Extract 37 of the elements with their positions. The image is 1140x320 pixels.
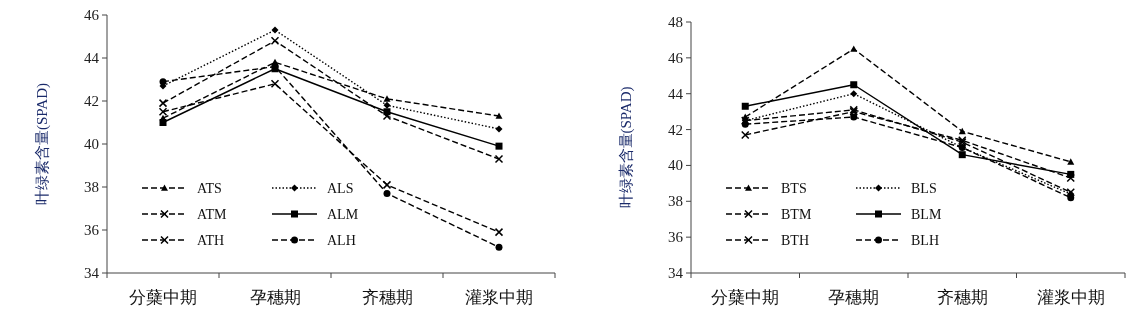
y-axis-title: 叶绿素含量(SPAD)	[618, 86, 635, 209]
legend-label: BTM	[781, 207, 812, 222]
x-tick-label: 孕穗期	[249, 288, 301, 307]
x-tick-label: 齐穗期	[361, 288, 413, 307]
legend-label: ALH	[327, 233, 356, 248]
y-tick-label: 36	[84, 222, 100, 238]
y-tick-label: 38	[668, 193, 683, 210]
legend-label: ATH	[197, 233, 225, 248]
y-tick-label: 38	[84, 179, 99, 195]
legend-label: BLS	[911, 181, 937, 196]
legend-label: ATM	[197, 207, 228, 222]
legend-label: BTH	[781, 233, 809, 248]
x-tick-label: 灌浆中期	[1036, 288, 1105, 307]
y-tick-label: 36	[668, 229, 684, 246]
legend-label: BLH	[911, 233, 939, 248]
y-tick-label: 48	[668, 14, 683, 30]
y-tick-label: 44	[84, 50, 100, 66]
legend-label: ALM	[327, 207, 359, 222]
legend-label: BTS	[781, 181, 807, 196]
y-tick-label: 34	[84, 265, 100, 281]
x-tick-label: 灌浆中期	[465, 288, 533, 307]
x-tick-label: 分蘖中期	[129, 288, 197, 307]
y-tick-label: 42	[668, 121, 683, 138]
y-tick-label: 42	[84, 93, 99, 109]
y-tick-label: 40	[668, 157, 683, 174]
y-tick-label: 40	[84, 136, 99, 152]
legend-label: BLM	[911, 207, 942, 222]
x-tick-label: 分蘖中期	[711, 288, 780, 307]
x-tick-label: 孕穗期	[828, 288, 880, 307]
y-tick-label: 46	[84, 7, 100, 23]
y-axis-title: 叶绿素含量(SPAD)	[34, 83, 51, 205]
y-tick-label: 44	[668, 85, 684, 102]
legend-label: ALS	[327, 181, 354, 196]
legend-label: ATS	[197, 181, 222, 196]
x-tick-label: 齐穗期	[936, 288, 988, 307]
y-tick-label: 46	[668, 49, 684, 66]
y-tick-label: 34	[668, 265, 684, 281]
